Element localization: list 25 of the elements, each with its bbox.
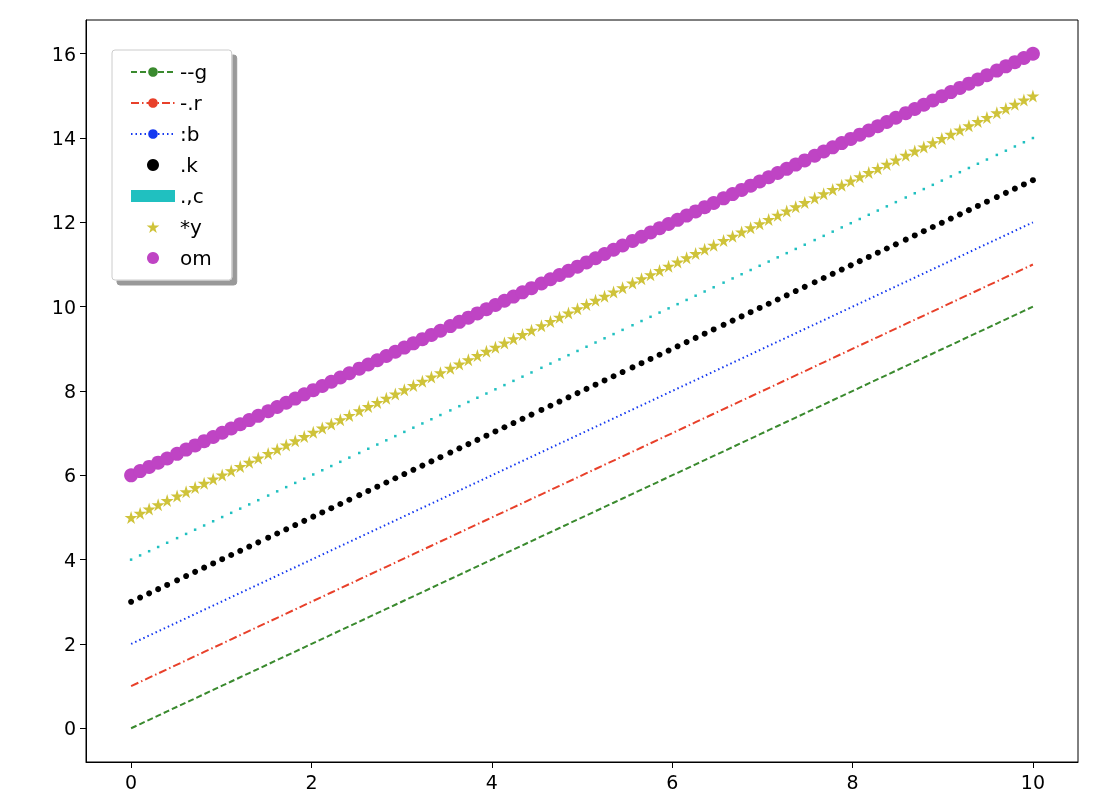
y-tick-label: 4: [63, 548, 76, 571]
x-tick-label: 6: [666, 770, 679, 793]
legend-label: .,c: [180, 184, 204, 208]
y-tick-label: 2: [63, 632, 76, 655]
y-tick-label: 14: [51, 127, 76, 150]
line-series: [130, 305, 1034, 730]
y-tick-label: 12: [51, 211, 76, 234]
legend-label: :b: [180, 122, 200, 146]
legend-label: --g: [180, 60, 208, 84]
x-tick-label: 0: [125, 770, 138, 793]
x-tick-label: 4: [485, 770, 498, 793]
y-tick-label: 16: [51, 42, 76, 65]
legend-label: -.r: [180, 91, 203, 115]
x-tick-label: 8: [846, 770, 859, 793]
line-series: [130, 263, 1034, 688]
legend-label: .k: [180, 153, 199, 177]
legend-label: om: [180, 246, 212, 270]
x-tick-label: 2: [305, 770, 318, 793]
y-tick-label: 8: [63, 380, 76, 402]
y-tick-label: 6: [63, 464, 76, 487]
y-tick-label: 0: [63, 717, 76, 740]
x-tick-label: 10: [1020, 770, 1045, 793]
legend-label: *y: [180, 215, 202, 239]
line-series: [130, 221, 1034, 645]
y-tick-label: 10: [51, 295, 76, 318]
